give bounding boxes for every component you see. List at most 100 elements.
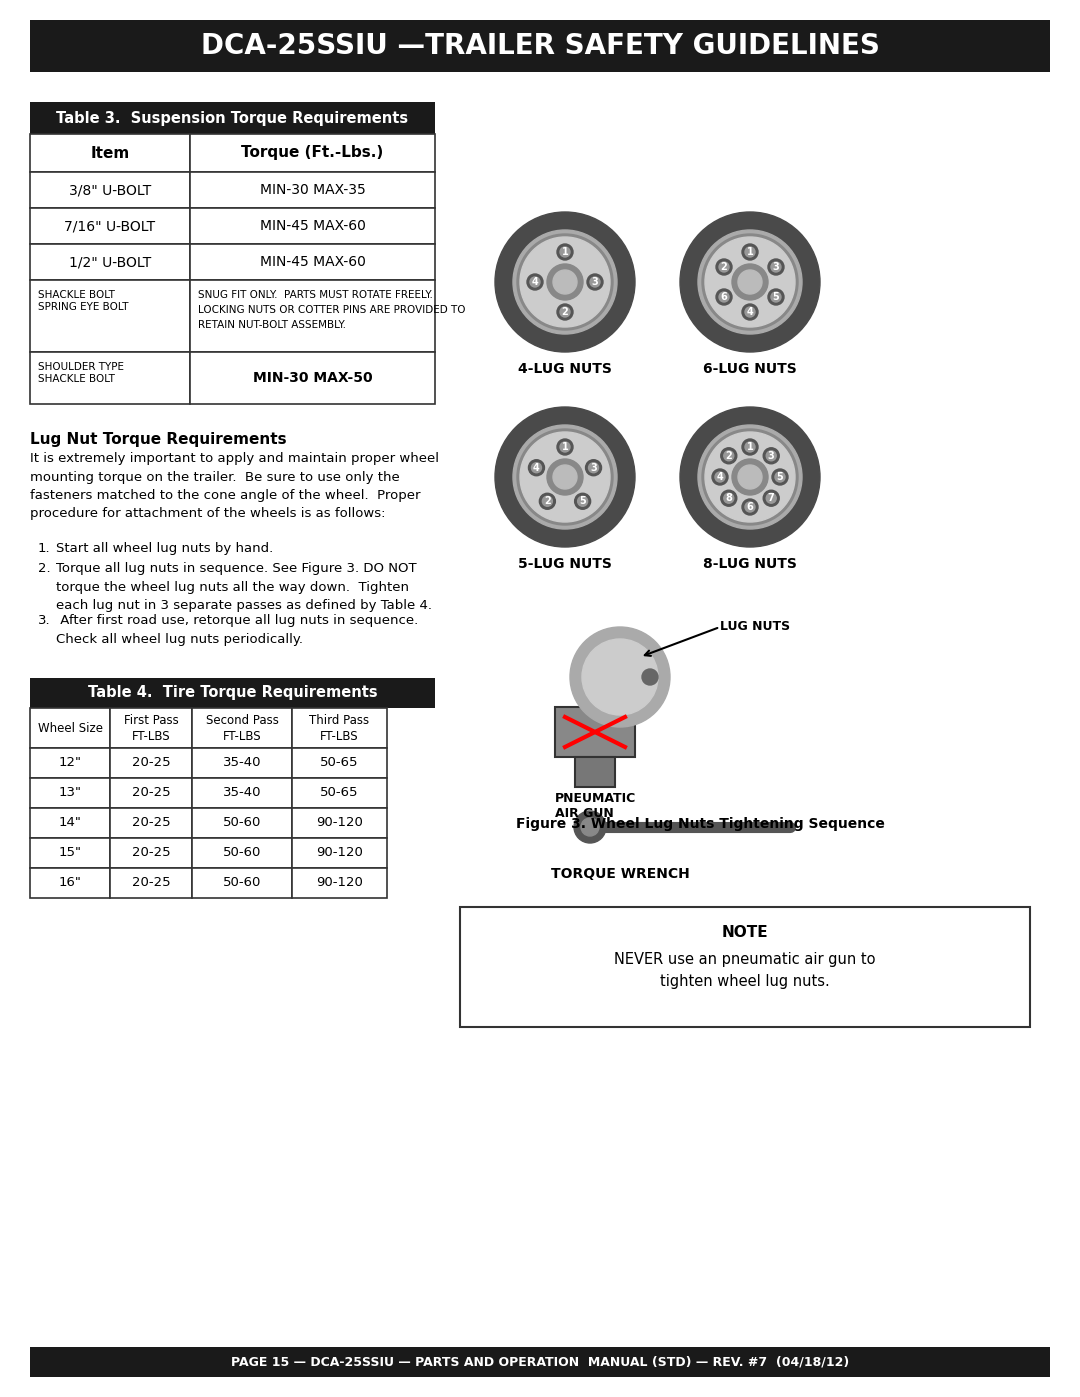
Text: Lug Nut Torque Requirements: Lug Nut Torque Requirements [30, 432, 286, 447]
Circle shape [589, 462, 598, 472]
Text: Figure 3. Wheel Lug Nuts Tightening Sequence: Figure 3. Wheel Lug Nuts Tightening Sequ… [515, 817, 885, 831]
Circle shape [724, 451, 733, 461]
Circle shape [742, 305, 758, 320]
Text: SHACKLE BOLT
SPRING EYE BOLT: SHACKLE BOLT SPRING EYE BOLT [38, 291, 129, 312]
Circle shape [495, 212, 635, 352]
Circle shape [764, 448, 779, 464]
Circle shape [720, 448, 737, 464]
Text: 8: 8 [726, 493, 732, 503]
Bar [292, 807, 387, 838]
Circle shape [519, 237, 610, 327]
Text: Item: Item [91, 145, 130, 161]
Bar [575, 757, 615, 787]
Circle shape [738, 465, 762, 489]
Bar [30, 102, 435, 134]
Circle shape [553, 465, 577, 489]
Bar [460, 907, 1030, 1027]
Text: 90-120: 90-120 [316, 847, 363, 859]
Circle shape [546, 264, 583, 300]
Circle shape [768, 258, 784, 275]
Text: 4: 4 [534, 462, 540, 472]
Circle shape [561, 247, 570, 257]
Text: SHOULDER TYPE
SHACKLE BOLT: SHOULDER TYPE SHACKLE BOLT [38, 362, 124, 384]
Text: LUG NUTS: LUG NUTS [720, 620, 791, 633]
Bar [30, 747, 110, 778]
Text: 1: 1 [562, 247, 568, 257]
Text: 1: 1 [562, 441, 568, 453]
Circle shape [573, 812, 606, 842]
Circle shape [519, 432, 610, 522]
Text: 16": 16" [58, 876, 81, 890]
Circle shape [582, 638, 658, 715]
Bar [292, 778, 387, 807]
Circle shape [716, 289, 732, 305]
Text: 3.: 3. [38, 615, 51, 627]
Bar [192, 708, 292, 747]
Text: 90-120: 90-120 [316, 876, 363, 890]
Circle shape [642, 669, 658, 685]
Text: MIN-30 MAX-50: MIN-30 MAX-50 [253, 372, 373, 386]
Circle shape [771, 292, 781, 302]
Text: 3: 3 [590, 462, 597, 472]
Circle shape [570, 627, 670, 726]
Bar [192, 838, 292, 868]
Circle shape [527, 274, 543, 291]
Circle shape [557, 305, 573, 320]
Bar [30, 352, 190, 404]
Text: 7: 7 [768, 493, 774, 503]
Text: 35-40: 35-40 [222, 757, 261, 770]
Text: 1: 1 [746, 247, 754, 257]
Circle shape [712, 469, 728, 485]
Circle shape [745, 307, 755, 317]
Circle shape [530, 277, 540, 286]
Circle shape [705, 432, 795, 522]
Bar [190, 279, 435, 352]
Text: 20-25: 20-25 [132, 876, 171, 890]
Text: PNEUMATIC
AIR GUN: PNEUMATIC AIR GUN [555, 792, 636, 820]
Text: 2: 2 [562, 307, 568, 317]
Text: 4: 4 [717, 472, 724, 482]
Text: 14": 14" [58, 816, 81, 830]
Bar [30, 1347, 1050, 1377]
Text: NOTE: NOTE [721, 925, 768, 940]
Text: PAGE 15 — DCA-25SSIU — PARTS AND OPERATION  MANUAL (STD) — REV. #7  (04/18/12): PAGE 15 — DCA-25SSIU — PARTS AND OPERATI… [231, 1355, 849, 1369]
Circle shape [495, 407, 635, 548]
Circle shape [771, 263, 781, 272]
Bar [192, 807, 292, 838]
Bar [110, 807, 192, 838]
Bar [292, 838, 387, 868]
Text: Torque all lug nuts in sequence. See Figure 3. DO NOT
torque the wheel lug nuts : Torque all lug nuts in sequence. See Fig… [56, 562, 432, 612]
Circle shape [698, 231, 802, 334]
Bar [30, 778, 110, 807]
Circle shape [590, 277, 600, 286]
Bar [110, 778, 192, 807]
Circle shape [764, 490, 779, 506]
Bar [292, 708, 387, 747]
Bar [30, 208, 190, 244]
Circle shape [517, 429, 613, 525]
Bar [192, 747, 292, 778]
Bar [555, 707, 635, 757]
Circle shape [513, 231, 617, 334]
Text: SNUG FIT ONLY.  PARTS MUST ROTATE FREELY.
LOCKING NUTS OR COTTER PINS ARE PROVID: SNUG FIT ONLY. PARTS MUST ROTATE FREELY.… [198, 291, 465, 330]
Circle shape [513, 425, 617, 529]
Circle shape [588, 274, 603, 291]
Circle shape [715, 472, 725, 482]
Text: 8-LUG NUTS: 8-LUG NUTS [703, 557, 797, 571]
Text: 2: 2 [720, 263, 728, 272]
Text: 4: 4 [746, 307, 754, 317]
Text: DCA-25SSIU —TRAILER SAFETY GUIDELINES: DCA-25SSIU —TRAILER SAFETY GUIDELINES [201, 32, 879, 60]
Bar [30, 134, 190, 172]
Text: NEVER use an pneumatic air gun to
tighten wheel lug nuts.: NEVER use an pneumatic air gun to tighte… [615, 951, 876, 989]
Bar [30, 708, 110, 747]
Circle shape [768, 289, 784, 305]
Text: After first road use, retorque all lug nuts in sequence.
Check all wheel lug nut: After first road use, retorque all lug n… [56, 615, 418, 645]
Text: 3: 3 [592, 277, 598, 286]
Circle shape [528, 460, 544, 476]
Circle shape [680, 212, 820, 352]
Text: MIN-45 MAX-60: MIN-45 MAX-60 [259, 219, 365, 233]
Bar [30, 279, 190, 352]
Circle shape [581, 819, 599, 835]
Bar [30, 244, 190, 279]
Circle shape [585, 460, 602, 476]
